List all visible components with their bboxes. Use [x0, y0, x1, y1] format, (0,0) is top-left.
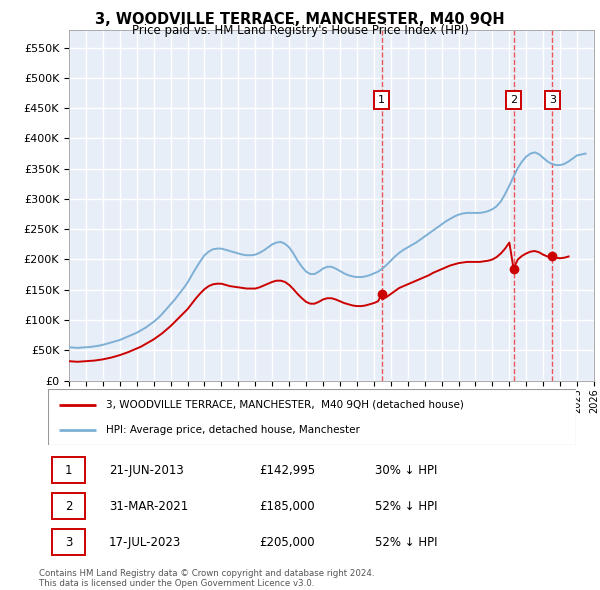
Text: 1: 1: [65, 464, 73, 477]
Bar: [52, 529, 85, 555]
Text: HPI: Average price, detached house, Manchester: HPI: Average price, detached house, Manc…: [106, 425, 360, 435]
Text: £142,995: £142,995: [259, 464, 316, 477]
Text: 52% ↓ HPI: 52% ↓ HPI: [376, 536, 438, 549]
Text: 17-JUL-2023: 17-JUL-2023: [109, 536, 181, 549]
Text: 2: 2: [510, 95, 517, 104]
Text: 2: 2: [65, 500, 73, 513]
Bar: [52, 493, 85, 519]
Text: Price paid vs. HM Land Registry's House Price Index (HPI): Price paid vs. HM Land Registry's House …: [131, 24, 469, 37]
Text: Contains HM Land Registry data © Crown copyright and database right 2024.
This d: Contains HM Land Registry data © Crown c…: [39, 569, 374, 588]
Text: 3: 3: [65, 536, 72, 549]
Text: 3, WOODVILLE TERRACE, MANCHESTER,  M40 9QH (detached house): 3, WOODVILLE TERRACE, MANCHESTER, M40 9Q…: [106, 399, 464, 409]
Text: £185,000: £185,000: [259, 500, 315, 513]
Text: 3, WOODVILLE TERRACE, MANCHESTER, M40 9QH: 3, WOODVILLE TERRACE, MANCHESTER, M40 9Q…: [95, 12, 505, 27]
Text: 31-MAR-2021: 31-MAR-2021: [109, 500, 188, 513]
Text: 21-JUN-2013: 21-JUN-2013: [109, 464, 184, 477]
Text: 52% ↓ HPI: 52% ↓ HPI: [376, 500, 438, 513]
Text: 30% ↓ HPI: 30% ↓ HPI: [376, 464, 438, 477]
Text: £205,000: £205,000: [259, 536, 315, 549]
Text: 3: 3: [549, 95, 556, 104]
Bar: [52, 457, 85, 483]
Text: 1: 1: [378, 95, 385, 104]
